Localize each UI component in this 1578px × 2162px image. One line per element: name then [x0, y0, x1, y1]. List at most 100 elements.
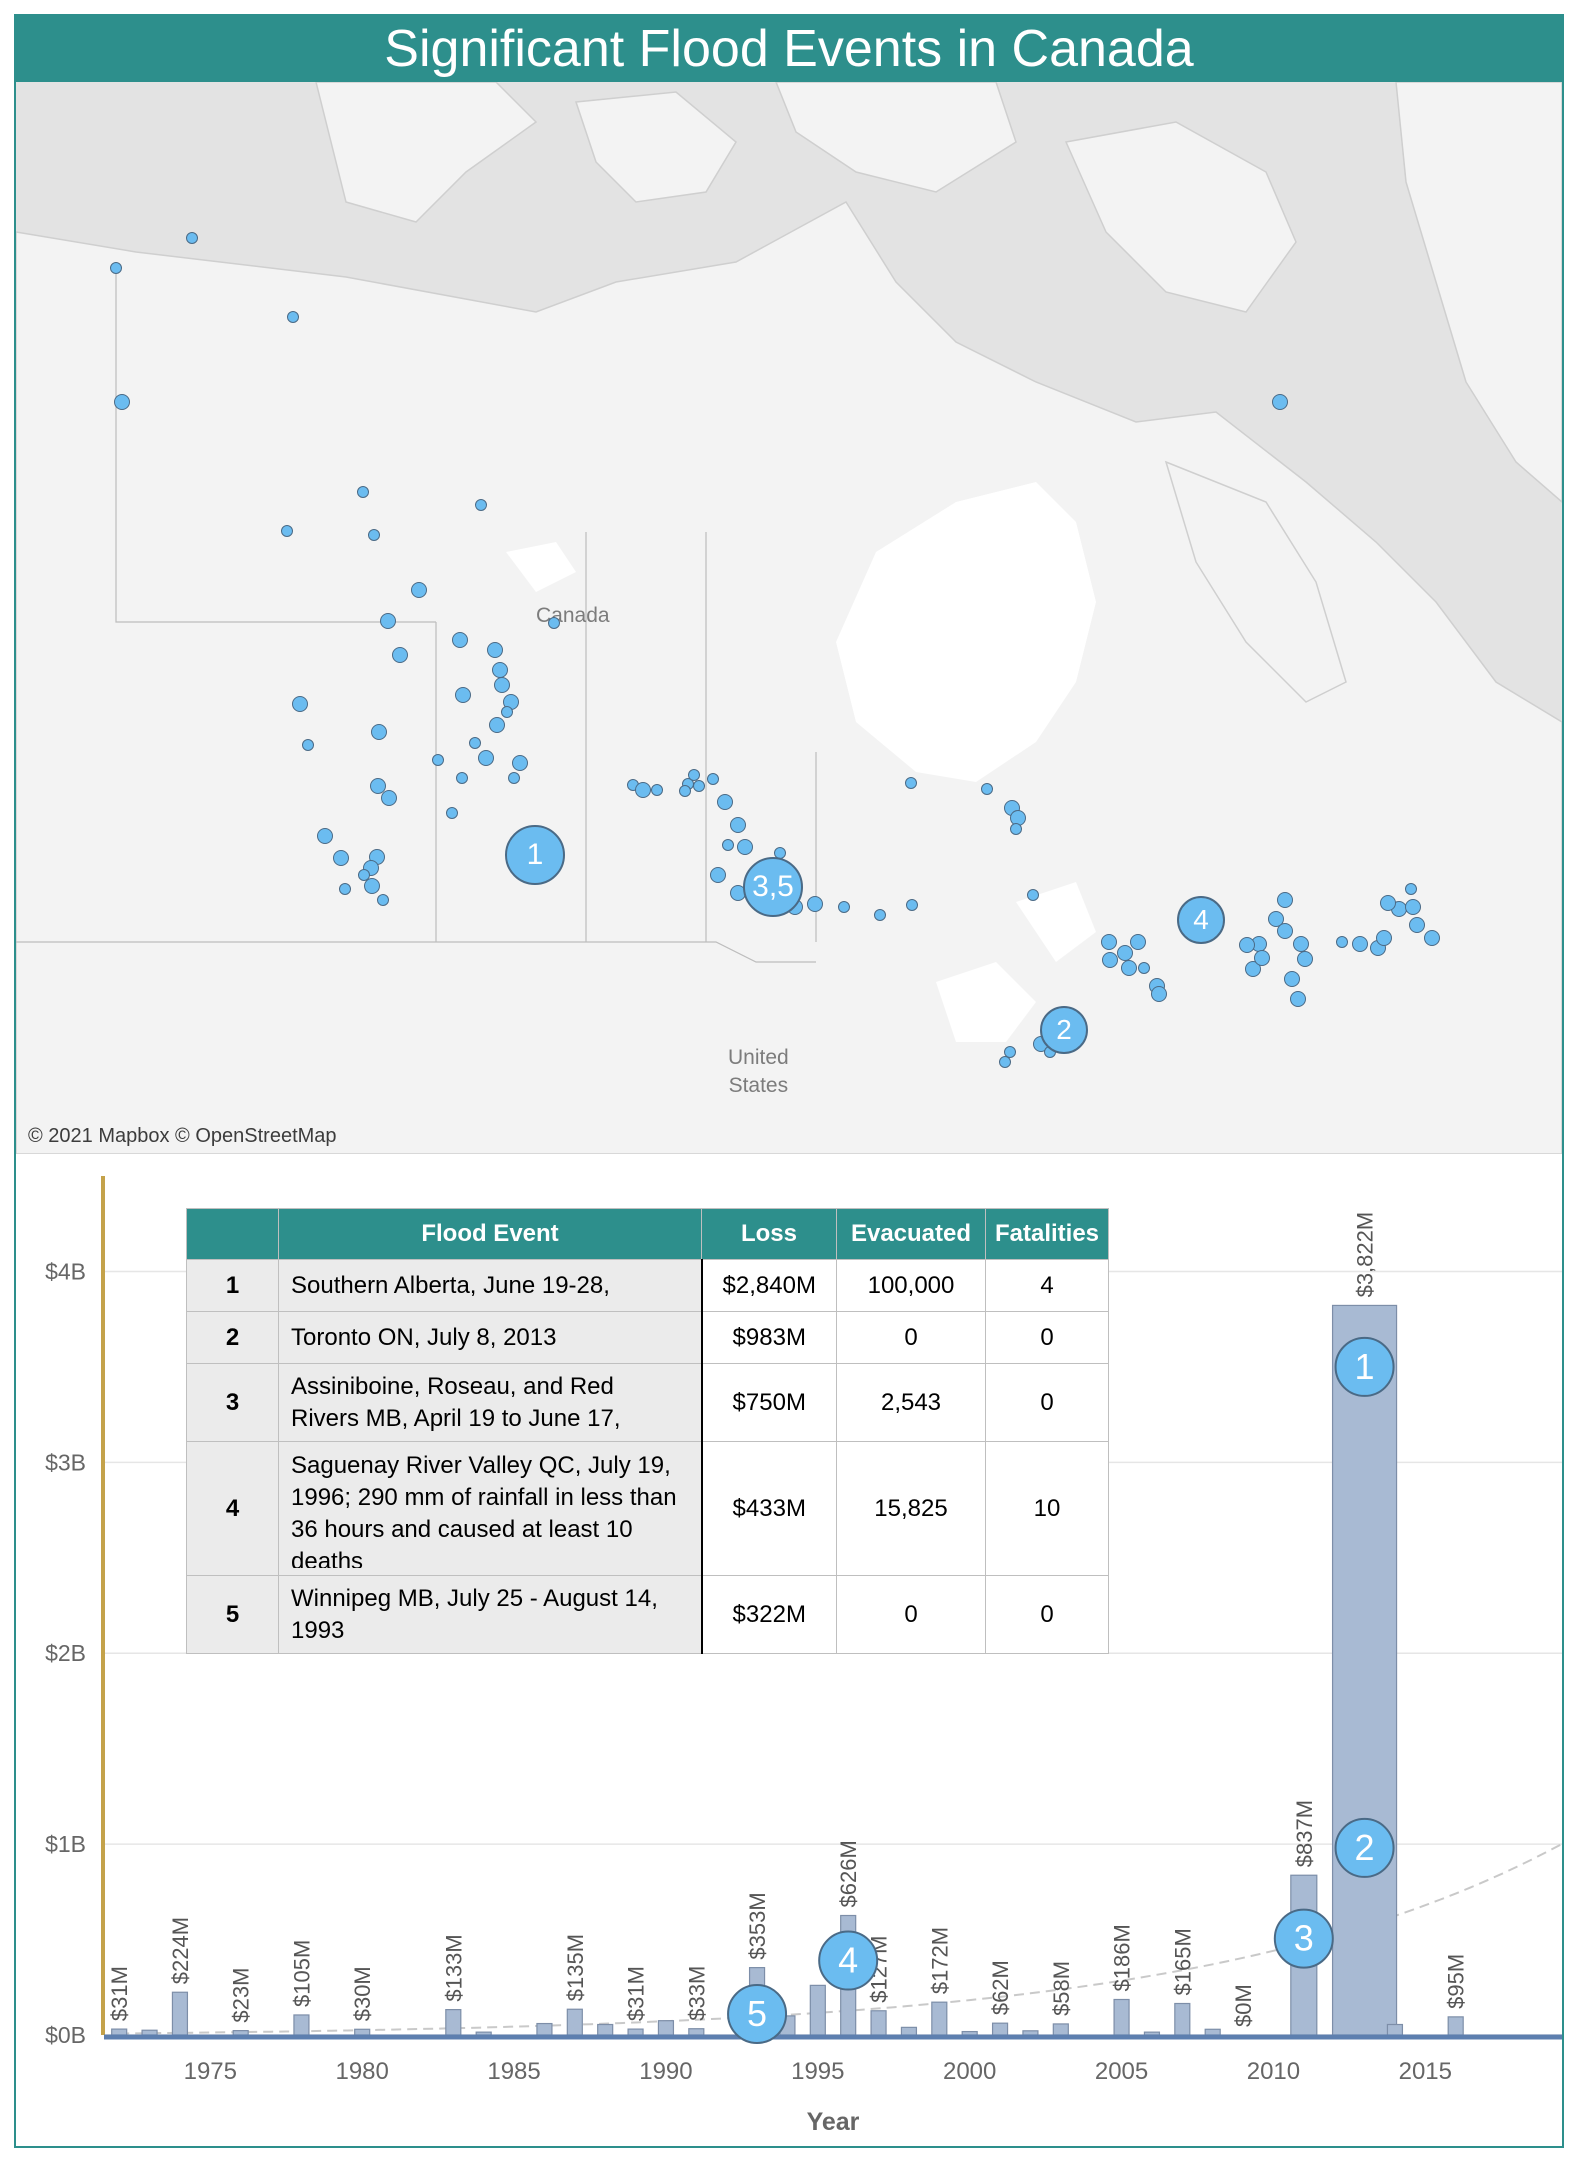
flood-event-point[interactable] [381, 790, 397, 806]
flood-event-point[interactable] [999, 1056, 1011, 1068]
flood-event-point[interactable] [1121, 960, 1137, 976]
flood-event-point[interactable] [651, 784, 663, 796]
flood-event-point[interactable] [730, 817, 746, 833]
flood-event-point[interactable] [494, 677, 510, 693]
flood-event-point[interactable] [456, 772, 468, 784]
flood-event-point[interactable] [370, 778, 386, 794]
flood-event-point[interactable] [1405, 883, 1417, 895]
flood-event-point[interactable] [380, 613, 396, 629]
flood-event-point[interactable] [317, 828, 333, 844]
flood-event-point[interactable] [874, 909, 886, 921]
flood-event-point[interactable] [707, 773, 719, 785]
flood-event-point[interactable] [1277, 923, 1293, 939]
table-row[interactable]: 1 Southern Alberta, June 19-28, $2,840M … [186, 1259, 1109, 1312]
flood-event-point[interactable] [906, 899, 918, 911]
flood-event-point[interactable] [635, 782, 651, 798]
flood-event-point[interactable] [492, 662, 508, 678]
map-callout-marker[interactable]: 4 [1177, 896, 1225, 944]
flood-event-point[interactable] [302, 739, 314, 751]
flood-event-point[interactable] [475, 499, 487, 511]
flood-event-point[interactable] [1272, 394, 1288, 410]
flood-event-point[interactable] [487, 642, 503, 658]
flood-event-point[interactable] [1254, 950, 1270, 966]
map-callout-marker[interactable]: 1 [505, 825, 565, 885]
flood-event-point[interactable] [455, 687, 471, 703]
flood-event-point[interactable] [1409, 917, 1425, 933]
flood-event-point[interactable] [368, 529, 380, 541]
flood-event-point[interactable] [432, 754, 444, 766]
flood-event-point[interactable] [452, 632, 468, 648]
flood-event-point[interactable] [717, 794, 733, 810]
flood-event-point[interactable] [905, 777, 917, 789]
flood-event-point[interactable] [489, 717, 505, 733]
flood-event-point[interactable] [1117, 945, 1133, 961]
table-row[interactable]: 2 Toronto ON, July 8, 2013 $983M 0 0 [186, 1311, 1109, 1364]
flood-event-point[interactable] [693, 780, 705, 792]
flood-event-point[interactable] [446, 807, 458, 819]
flood-event-point[interactable] [1290, 991, 1306, 1007]
flood-event-point[interactable] [339, 883, 351, 895]
flood-event-point[interactable] [287, 311, 299, 323]
flood-event-point[interactable] [688, 769, 700, 781]
y-tick-label: $2B [45, 1640, 86, 1666]
flood-event-point[interactable] [114, 394, 130, 410]
flood-event-point[interactable] [548, 617, 560, 629]
flood-event-point[interactable] [333, 850, 349, 866]
flood-event-point[interactable] [1027, 889, 1039, 901]
flood-event-point[interactable] [1151, 986, 1167, 1002]
flood-event-point[interactable] [292, 696, 308, 712]
flood-event-point[interactable] [508, 772, 520, 784]
flood-event-point[interactable] [186, 232, 198, 244]
flood-event-point[interactable] [358, 869, 370, 881]
flood-event-point[interactable] [364, 878, 380, 894]
flood-event-point[interactable] [281, 525, 293, 537]
flood-event-point[interactable] [1239, 937, 1255, 953]
flood-event-point[interactable] [737, 839, 753, 855]
flood-event-point[interactable] [679, 785, 691, 797]
flood-event-point[interactable] [710, 867, 726, 883]
flood-event-point[interactable] [1004, 1046, 1016, 1058]
flood-event-point[interactable] [1130, 934, 1146, 950]
data-label: $31M [107, 1966, 132, 2021]
flood-event-point[interactable] [1102, 952, 1118, 968]
flood-event-point[interactable] [371, 724, 387, 740]
flood-event-point[interactable] [1293, 936, 1309, 952]
flood-event-point[interactable] [1297, 951, 1313, 967]
flood-event-point[interactable] [1336, 936, 1348, 948]
flood-event-point[interactable] [1277, 892, 1293, 908]
flood-map[interactable]: Canada United States 1 2 3,5 4 © 2021 Mapbo… [16, 82, 1562, 1154]
flood-event-point[interactable] [377, 894, 389, 906]
flood-event-point[interactable] [512, 755, 528, 771]
table-row[interactable]: 5 Winnipeg MB, July 25 - August 14, 1993… [186, 1575, 1109, 1654]
flood-event-point[interactable] [1376, 930, 1392, 946]
flood-event-point[interactable] [838, 901, 850, 913]
flood-event-point[interactable] [469, 737, 481, 749]
flood-event-point[interactable] [392, 647, 408, 663]
flood-event-point[interactable] [1284, 971, 1300, 987]
flood-event-point[interactable] [110, 262, 122, 274]
table-row[interactable]: 3 Assiniboine, Roseau, and Red Rivers MB… [186, 1363, 1109, 1442]
flood-event-point[interactable] [1405, 899, 1421, 915]
flood-event-point[interactable] [1101, 934, 1117, 950]
flood-event-point[interactable] [501, 706, 513, 718]
flood-event-point[interactable] [1010, 823, 1022, 835]
flood-event-point[interactable] [478, 750, 494, 766]
flood-event-point[interactable] [1380, 895, 1396, 911]
flood-event-point[interactable] [357, 486, 369, 498]
data-label: $30M [350, 1966, 375, 2021]
map-callout-marker[interactable]: 2 [1040, 1006, 1088, 1054]
flood-event-point[interactable] [1138, 962, 1150, 974]
table-row[interactable]: 4 Saguenay River Valley QC, July 19, 199… [186, 1441, 1109, 1576]
flood-event-point[interactable] [1245, 961, 1261, 977]
flood-event-point[interactable] [1268, 911, 1284, 927]
flood-event-point[interactable] [1424, 930, 1440, 946]
cell-event-text: Saguenay River Valley QC, July 19, 1996;… [291, 1451, 677, 1568]
map-callout-marker[interactable]: 3,5 [743, 857, 803, 917]
cell-evacuated: 100,000 [836, 1259, 986, 1312]
flood-event-point[interactable] [981, 783, 993, 795]
cell-event: Toronto ON, July 8, 2013 [278, 1311, 703, 1364]
flood-event-point[interactable] [411, 582, 427, 598]
flood-event-point[interactable] [807, 896, 823, 912]
flood-event-point[interactable] [1352, 936, 1368, 952]
flood-event-point[interactable] [722, 839, 734, 851]
